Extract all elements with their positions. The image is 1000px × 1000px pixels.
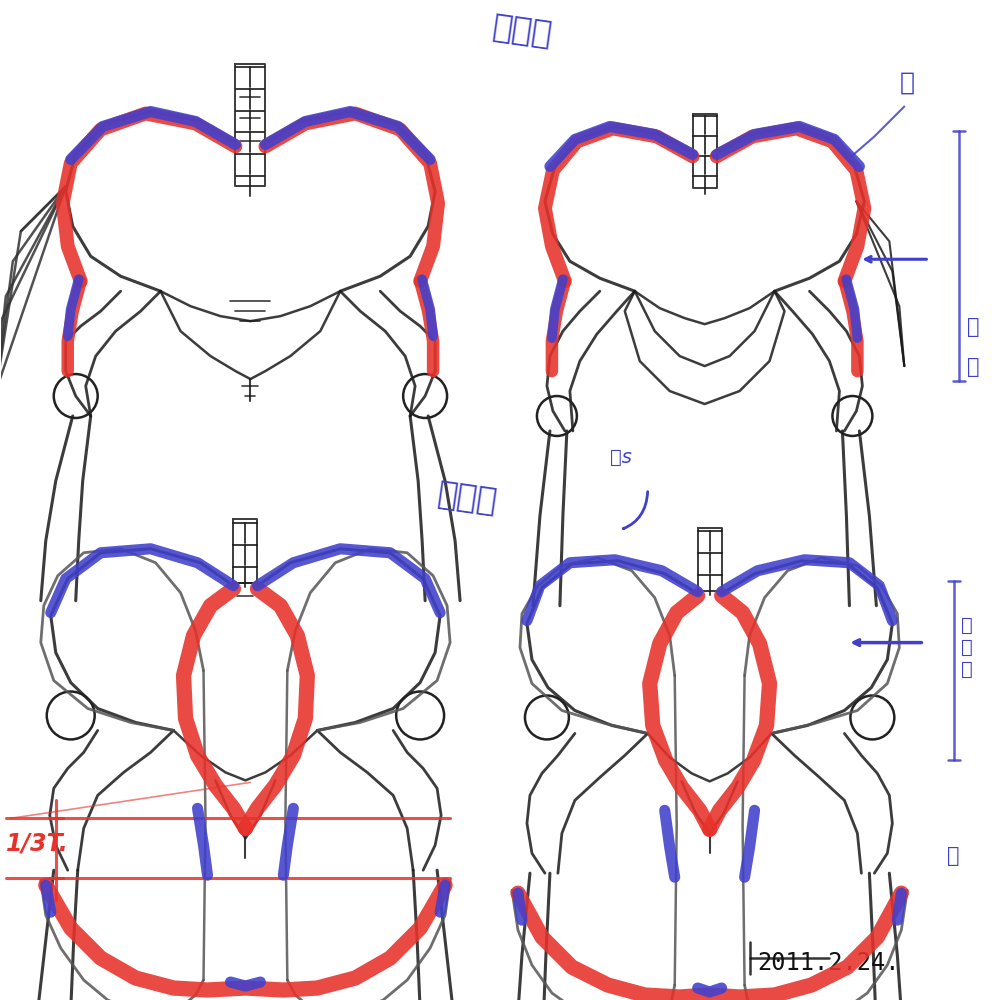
- Text: 起: 起: [899, 71, 914, 95]
- FancyArrowPatch shape: [623, 492, 648, 529]
- Text: 2011.2.24.: 2011.2.24.: [758, 951, 900, 975]
- Text: 至s: 至s: [610, 448, 632, 467]
- Text: 止: 止: [947, 846, 960, 866]
- Text: 髂
後
盂: 髂 後 盂: [961, 616, 973, 679]
- Text: 1/3T.: 1/3T.: [6, 831, 69, 855]
- Text: 止: 止: [967, 317, 980, 337]
- Text: 臀中肌: 臀中肌: [490, 10, 554, 51]
- Text: 臀大肌: 臀大肌: [435, 477, 499, 518]
- Text: 止: 止: [967, 357, 980, 377]
